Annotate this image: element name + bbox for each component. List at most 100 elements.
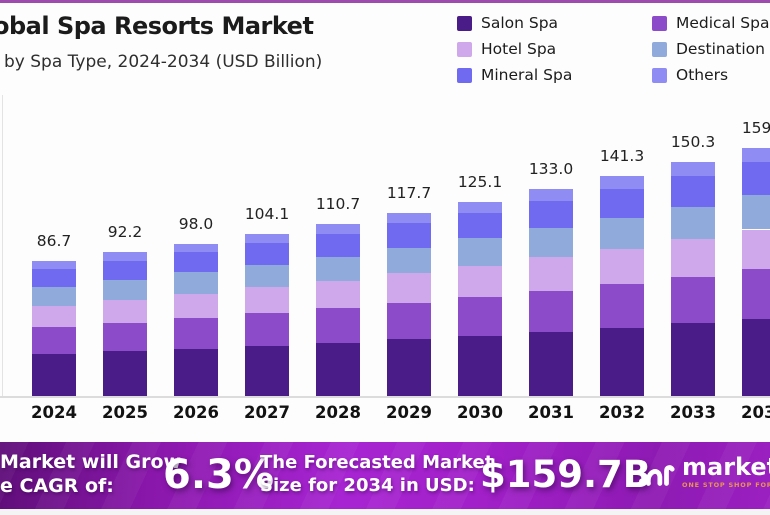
bar-segment-hotel-spa	[600, 248, 644, 284]
top-accent-line	[0, 0, 770, 3]
bar-segment-hotel-spa	[671, 239, 715, 277]
bar-segment-salon-spa	[742, 318, 770, 396]
bar-segment-medical-spa	[103, 322, 147, 352]
x-axis-year-label: 2034	[741, 403, 770, 422]
forecast-market-size: $159.7B	[480, 453, 651, 496]
bar-segment-medical-spa	[387, 302, 431, 340]
x-axis-year-label: 2032	[599, 403, 645, 422]
legend-label: Hotel Spa	[481, 40, 557, 58]
legend-item-salon-spa: Salon Spa	[457, 14, 558, 32]
bar-segment-hotel-spa	[387, 273, 431, 303]
bar-segment-hotel-spa	[742, 229, 770, 270]
bar-segment-hotel-spa	[529, 257, 573, 291]
bar-segment-mineral-spa	[671, 175, 715, 207]
bar-total-label: 86.7	[36, 232, 72, 251]
bar-segment-salon-spa	[245, 345, 289, 396]
bar-total-label: 98.0	[178, 214, 214, 233]
bar-segment-hotel-spa	[32, 305, 76, 328]
forecast-statement-line2: Size for 2034 in USD:	[260, 475, 475, 496]
bar-segment-mineral-spa	[316, 233, 360, 257]
market-us-logo-tagline: ONE STOP SHOP FOR THE	[682, 481, 770, 489]
bar-segment-mineral-spa	[742, 161, 770, 195]
x-axis-line	[0, 396, 770, 398]
bar-total-label: 150.3	[670, 133, 716, 152]
bar-segment-medical-spa	[316, 308, 360, 343]
bar-segment-medical-spa	[529, 290, 573, 332]
bar-segment-mineral-spa	[387, 223, 431, 248]
bar-segment-hotel-spa	[316, 280, 360, 309]
bar-segment-hotel-spa	[245, 287, 289, 314]
x-axis-year-label: 2028	[315, 403, 361, 422]
bar-segment-hotel-spa	[458, 265, 502, 297]
bar-segment-others	[600, 175, 644, 189]
bar-segment-salon-spa	[458, 335, 502, 396]
bar-segment-hotel-spa	[103, 299, 147, 323]
bar-segment-salon-spa	[671, 323, 715, 396]
bar-segment-mineral-spa	[600, 188, 644, 218]
x-axis-year-label: 2029	[386, 403, 432, 422]
bar-segment-destination-spa	[458, 238, 502, 266]
bar-segment-destination-spa	[316, 256, 360, 281]
x-axis-year-label: 2025	[102, 403, 148, 422]
bar-segment-destination-spa	[529, 228, 573, 258]
legend-label: Mineral Spa	[481, 66, 573, 84]
bar-segment-salon-spa	[32, 354, 76, 396]
bar-total-label: 104.1	[244, 205, 290, 224]
legend-item-hotel-spa: Hotel Spa	[457, 40, 556, 58]
legend-label: Others	[676, 66, 729, 84]
bar-total-label: 133.0	[528, 160, 574, 179]
legend-label: Salon Spa	[481, 14, 559, 32]
bottom-banner: Market will Grow e CAGR of: 6.3% The For…	[0, 442, 770, 509]
bar-segment-destination-spa	[174, 272, 218, 294]
bar-total-label: 92.2	[107, 223, 143, 242]
bar-segment-others	[245, 234, 289, 244]
legend-item-medical-spa: Medical Spa	[652, 14, 769, 32]
cagr-value: 6.3%	[163, 452, 274, 498]
legend-swatch-icon	[652, 15, 667, 31]
bar-segment-salon-spa	[387, 339, 431, 396]
bar-total-label: 141.3	[599, 146, 645, 165]
bar-segment-mineral-spa	[174, 252, 218, 273]
bar-segment-others	[529, 189, 573, 201]
x-axis-year-label: 2026	[173, 403, 219, 422]
page-subtitle: by Spa Type, 2024-2034 (USD Billion)	[4, 52, 323, 72]
y-axis-line	[2, 95, 3, 396]
bar-segment-salon-spa	[316, 342, 360, 396]
bar-total-label: 159.7	[741, 118, 770, 137]
bar-segment-medical-spa	[458, 296, 502, 336]
bar-segment-others	[316, 223, 360, 234]
x-axis-year-label: 2031	[528, 403, 574, 422]
x-axis-year-label: 2024	[31, 403, 77, 422]
bar-total-label: 117.7	[386, 183, 432, 202]
bar-total-label: 110.7	[315, 194, 361, 213]
bar-segment-others	[387, 212, 431, 224]
bar-segment-mineral-spa	[529, 200, 573, 229]
x-axis-year-label: 2033	[670, 403, 716, 422]
bar-segment-destination-spa	[245, 264, 289, 288]
growth-statement: Market will Grow e CAGR of:	[0, 450, 181, 498]
bar-segment-medical-spa	[671, 276, 715, 324]
growth-statement-line2: e CAGR of:	[0, 475, 114, 497]
bottom-strip	[0, 509, 770, 515]
bar-segment-others	[32, 261, 76, 269]
market-us-logo: market. ONE STOP SHOP FOR THE	[638, 454, 770, 492]
bar-segment-salon-spa	[174, 348, 218, 396]
bar-segment-salon-spa	[103, 351, 147, 396]
bar-segment-mineral-spa	[32, 268, 76, 287]
legend-label: Destination Spa	[676, 40, 770, 58]
legend-swatch-icon	[457, 41, 472, 57]
bar-segment-others	[103, 252, 147, 261]
bar-segment-salon-spa	[600, 327, 644, 396]
legend-item-others: Others	[652, 66, 728, 84]
bar-segment-salon-spa	[529, 331, 573, 396]
legend-swatch-icon	[652, 67, 667, 83]
bar-segment-destination-spa	[742, 194, 770, 230]
bar-segment-destination-spa	[600, 217, 644, 249]
legend-swatch-icon	[652, 41, 667, 57]
bar-segment-destination-spa	[32, 286, 76, 306]
bar-segment-medical-spa	[742, 269, 770, 319]
x-axis-year-label: 2030	[457, 403, 503, 422]
bar-segment-medical-spa	[245, 313, 289, 346]
market-us-logo-textblock: market. ONE STOP SHOP FOR THE	[682, 454, 770, 489]
market-us-logo-icon	[639, 465, 675, 486]
